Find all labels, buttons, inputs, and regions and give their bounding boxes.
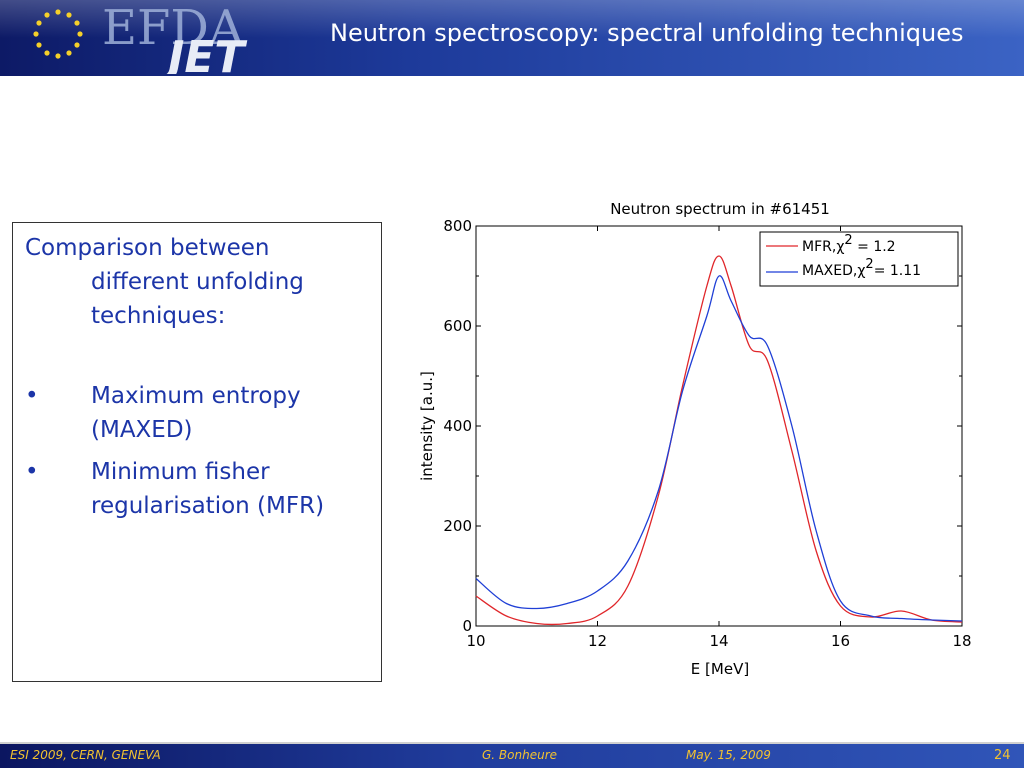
legend-suffix-maxed: = 1.11: [874, 263, 921, 279]
footer-event: ESI 2009, CERN, GENEVA: [10, 748, 161, 762]
y-tick-label: 600: [443, 317, 472, 335]
bullet-line-2: regularisation (MFR): [91, 493, 325, 519]
legend-suffix-mfr: = 1.2: [853, 239, 896, 255]
x-tick-label: 18: [952, 632, 971, 650]
footer-author: G. Bonheure: [482, 748, 558, 762]
y-tick-label: 0: [462, 617, 472, 635]
bullet-item: • Minimum fisher regularisation (MFR): [25, 455, 375, 523]
series-lines: [475, 255, 963, 626]
x-tick-label: 14: [709, 632, 728, 650]
header-band: EFDA JET Neutron spectroscopy: spectral …: [0, 0, 1024, 76]
legend-label-mfr: MFR,χ2 = 1.2: [802, 233, 896, 255]
bullet-line-1: Minimum fisher: [91, 459, 270, 485]
legend-prefix-maxed: MAXED,: [802, 263, 857, 279]
plot-area: [475, 225, 963, 627]
chi-exponent: 2: [844, 233, 852, 248]
chart-svg: Neutron spectrum in #61451 10 12 14 16 18 0 20…: [418, 200, 972, 678]
footer-band: ESI 2009, CERN, GENEVA G. Bonheure May. …: [0, 742, 1024, 768]
slide-title: Neutron spectroscopy: spectral unfolding…: [330, 19, 964, 47]
efda-jet-logo: EFDA JET: [102, 0, 247, 74]
y-tick-label: 400: [443, 417, 472, 435]
y-tick-label: 800: [443, 217, 472, 235]
bullet-line-2: (MAXED): [91, 417, 193, 443]
x-tick-label: 12: [588, 632, 607, 650]
intro-line-3: techniques:: [91, 303, 226, 329]
axis-ticks: 10 12 14 16 18 0 200 400 600 800: [443, 217, 971, 650]
eu-stars-icon: [33, 9, 83, 59]
bullet-line-1: Maximum entropy: [91, 383, 301, 409]
chi-symbol: χ: [857, 263, 865, 279]
bullet-dot: •: [25, 459, 39, 485]
chart-legend: MFR,χ2 = 1.2 MAXED,χ2= 1.11: [759, 231, 959, 287]
series-line-mfr: [475, 255, 963, 626]
x-tick-label: 16: [831, 632, 850, 650]
intro-line-2: different unfolding: [91, 269, 304, 295]
x-tick-label: 10: [466, 632, 485, 650]
logo-efda-text: EFDA: [102, 0, 245, 56]
logo-jet-text: JET: [160, 32, 247, 74]
chi-exponent: 2: [865, 257, 873, 272]
y-tick-label: 200: [443, 517, 472, 535]
footer-date: May. 15, 2009: [686, 748, 771, 762]
bullet-dot: •: [25, 383, 39, 409]
intro-line-1: Comparison between: [25, 235, 270, 261]
y-axis-label: intensity [a.u.]: [418, 371, 436, 481]
intro-text: Comparison between different unfolding t…: [25, 231, 375, 333]
legend-prefix-mfr: MFR,: [802, 239, 836, 255]
legend-box: [759, 231, 959, 287]
bullet-item: • Maximum entropy (MAXED): [25, 379, 375, 447]
chi-symbol: χ: [836, 239, 844, 255]
header-gloss: [0, 0, 1024, 38]
series-line-maxed: [475, 275, 963, 622]
page-number: 24: [994, 748, 1011, 763]
content-textbox: Comparison between different unfolding t…: [12, 222, 382, 682]
legend-label-maxed: MAXED,χ2= 1.11: [802, 257, 921, 279]
neutron-spectrum-chart: Neutron spectrum in #61451 10 12 14 16 18 0 20…: [400, 190, 1000, 690]
x-axis-label: E [MeV]: [691, 660, 749, 678]
chart-title: Neutron spectrum in #61451: [610, 200, 830, 218]
